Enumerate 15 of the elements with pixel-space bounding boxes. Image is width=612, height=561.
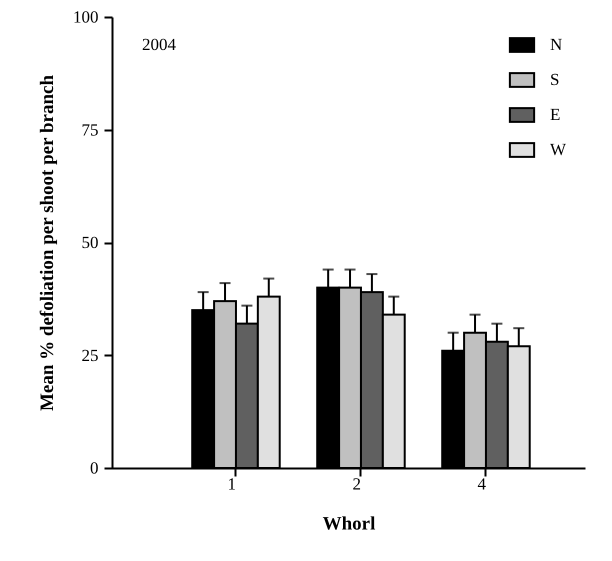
y-tick-label: 25 (82, 346, 98, 365)
y-axis-title: Mean % defoliation per shoot per branch (37, 74, 58, 412)
legend-label: S (550, 70, 560, 89)
legend-label: W (550, 140, 567, 159)
legend-label: E (550, 105, 560, 124)
y-tick-label: 100 (73, 8, 98, 26)
annotation: 2004 (142, 35, 176, 54)
x-tick-label: 1 (227, 474, 236, 494)
y-tick-label: 50 (82, 233, 98, 252)
x-tick-label: 2 (352, 474, 361, 494)
x-axis-title: Whorl (322, 514, 376, 534)
legend-label: N (550, 35, 562, 54)
y-tick-label: 0 (90, 458, 98, 478)
x-tick-label: 4 (477, 474, 486, 494)
y-tick-label: 75 (82, 120, 98, 140)
